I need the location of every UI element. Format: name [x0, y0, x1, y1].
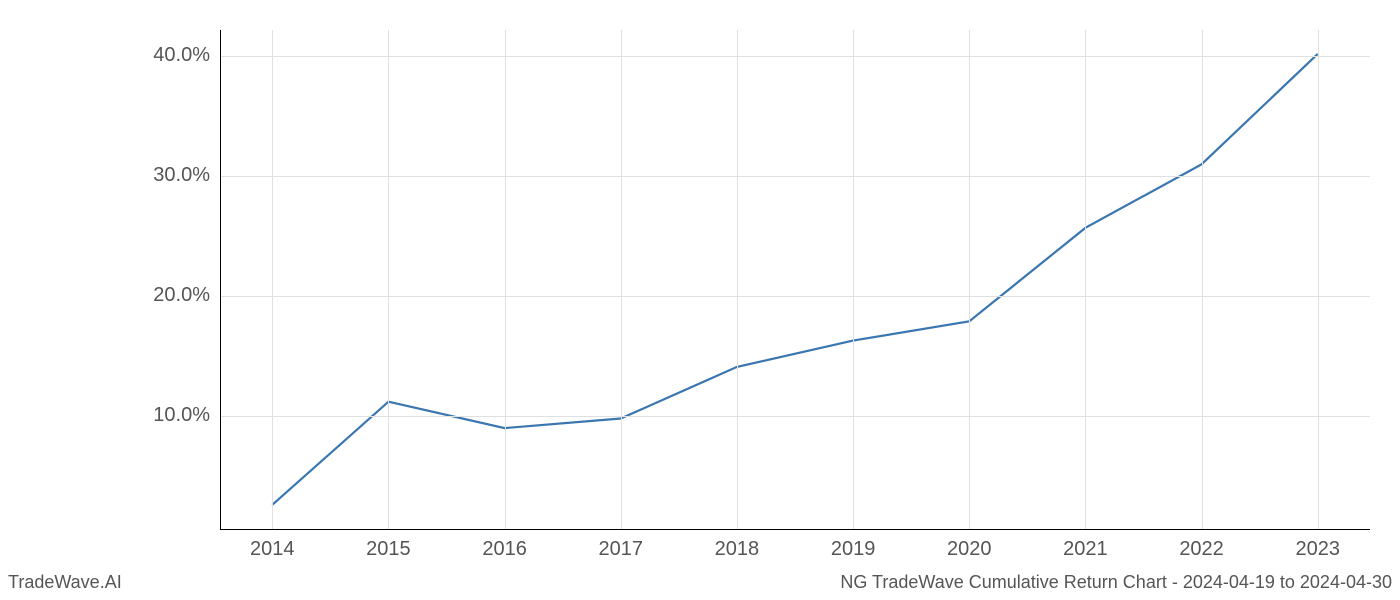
- grid-v: [505, 30, 506, 530]
- y-axis-spine: [220, 30, 221, 530]
- x-tick-label: 2017: [581, 538, 661, 561]
- x-tick-label: 2019: [813, 538, 893, 561]
- x-tick-label: 2014: [232, 538, 312, 561]
- grid-v: [1318, 30, 1319, 530]
- grid-v: [969, 30, 970, 530]
- x-tick-label: 2023: [1278, 538, 1358, 561]
- grid-v: [737, 30, 738, 530]
- x-tick-label: 2015: [348, 538, 428, 561]
- footer-right-caption: NG TradeWave Cumulative Return Chart - 2…: [840, 572, 1392, 593]
- grid-v: [1202, 30, 1203, 530]
- grid-h: [220, 176, 1370, 177]
- line-series: [220, 30, 1370, 530]
- y-tick-label: 40.0%: [120, 44, 210, 67]
- x-tick-label: 2021: [1045, 538, 1125, 561]
- y-tick-label: 10.0%: [120, 404, 210, 427]
- x-tick-label: 2016: [465, 538, 545, 561]
- grid-h: [220, 56, 1370, 57]
- grid-h: [220, 416, 1370, 417]
- x-tick-label: 2018: [697, 538, 777, 561]
- grid-v: [388, 30, 389, 530]
- x-tick-label: 2022: [1162, 538, 1242, 561]
- y-tick-label: 20.0%: [120, 284, 210, 307]
- grid-v: [621, 30, 622, 530]
- grid-v: [1085, 30, 1086, 530]
- chart-container: 10.0% 20.0% 30.0% 40.0% 2014 2015 2016 2017 201…: [0, 0, 1400, 600]
- x-axis-spine: [220, 529, 1370, 530]
- grid-v: [853, 30, 854, 530]
- grid-h: [220, 296, 1370, 297]
- grid-v: [272, 30, 273, 530]
- y-tick-label: 30.0%: [120, 164, 210, 187]
- footer-left-branding: TradeWave.AI: [8, 572, 122, 593]
- plot-area: [220, 30, 1370, 530]
- x-tick-label: 2020: [929, 538, 1009, 561]
